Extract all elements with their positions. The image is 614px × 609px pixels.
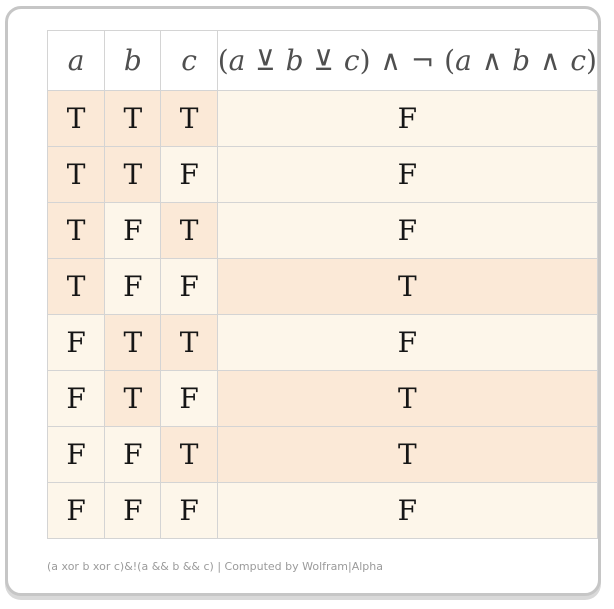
expression-operator: ) (586, 44, 597, 77)
header-row: a b c (a ⊻ b ⊻ c) ∧ ¬ (a ∧ b ∧ c) (46, 30, 599, 91)
result-cell: F (216, 482, 599, 539)
value-cell-b: T (104, 370, 162, 427)
value-cell-c: T (160, 426, 218, 483)
value-cell-b: T (104, 90, 162, 147)
expression-variable: b (512, 44, 531, 77)
value-cell-b: F (104, 482, 162, 539)
expression-variable: c (570, 44, 587, 77)
result-cell: T (216, 258, 599, 315)
expression-operator: ∧ (471, 44, 513, 77)
result-cell: F (216, 146, 599, 203)
expression-operator: ) ∧ ¬ ( (359, 44, 456, 77)
value-cell-c: F (160, 146, 218, 203)
expression-variable: a (455, 44, 472, 77)
column-header-a: a (46, 30, 106, 91)
expression-operator: ( (217, 44, 229, 77)
value-cell-b: F (104, 258, 162, 315)
result-cell: T (216, 426, 599, 483)
value-cell-b: F (104, 202, 162, 259)
footer-caption: (a xor b xor c)&!(a && b && c) | Compute… (47, 560, 384, 573)
result-cell: F (216, 90, 599, 147)
expression-operator: ∧ (530, 44, 571, 77)
expression-variable: b (285, 44, 304, 77)
column-header-c: c (160, 30, 218, 91)
column-header-b: b (104, 30, 162, 91)
value-cell-a: T (46, 90, 106, 147)
value-cell-a: T (46, 202, 106, 259)
value-cell-c: T (160, 314, 218, 371)
value-cell-c: F (160, 482, 218, 539)
expression-variable: a (228, 44, 246, 77)
value-cell-a: T (46, 258, 106, 315)
expression-variable: c (343, 44, 360, 77)
value-cell-a: F (46, 314, 106, 371)
value-cell-a: T (46, 146, 106, 203)
expression-operator: ⊻ (245, 44, 286, 77)
result-cell: T (216, 370, 599, 427)
value-cell-c: T (160, 90, 218, 147)
column-header-expression: (a ⊻ b ⊻ c) ∧ ¬ (a ∧ b ∧ c) (216, 30, 599, 91)
value-cell-a: F (46, 426, 106, 483)
result-cell: F (216, 314, 599, 371)
value-cell-c: F (160, 370, 218, 427)
value-cell-c: F (160, 258, 218, 315)
value-cell-b: T (104, 146, 162, 203)
value-cell-b: F (104, 426, 162, 483)
value-cell-c: T (160, 202, 218, 259)
expression-operator: ⊻ (303, 44, 344, 77)
result-cell: F (216, 202, 599, 259)
value-cell-b: T (104, 314, 162, 371)
value-cell-a: F (46, 482, 106, 539)
value-cell-a: F (46, 370, 106, 427)
